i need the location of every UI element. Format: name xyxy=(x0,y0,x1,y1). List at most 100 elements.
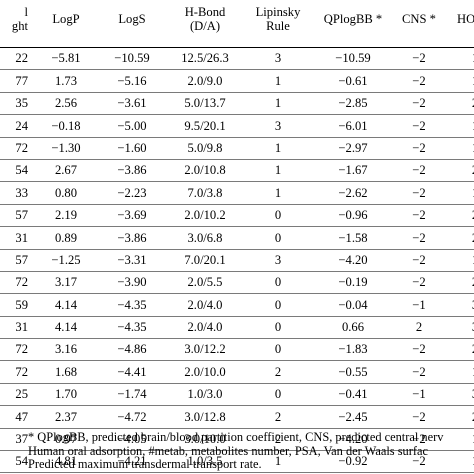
table-row: 310.89−3.863.0/6.80−1.58−224 xyxy=(0,226,474,250)
cell-weight: 25 xyxy=(0,383,34,407)
table-row: 544.81−4.211.0/3.51−0.92−214 xyxy=(0,450,474,474)
cell-logp: 5.86 xyxy=(34,472,98,474)
cell-cns: −1 xyxy=(394,472,444,474)
cell-cns: −2 xyxy=(394,405,444,429)
cell-logs: −3.86 xyxy=(98,226,166,250)
cell-lipinsky: 1 xyxy=(244,450,312,474)
cell-logs: −1.60 xyxy=(98,137,166,160)
cell-hbond: 2.0/4.3 xyxy=(166,472,244,474)
cell-hoa: 2 xyxy=(444,159,474,183)
cell-qplogbb: −1.67 xyxy=(312,159,394,183)
cell-qplogbb: −0.41 xyxy=(312,383,394,407)
cell-lipinsky: 0 xyxy=(244,293,312,317)
cell-cns: −1 xyxy=(394,383,444,407)
table-row: 370.97−4.053.0/10.02−4.20−216 xyxy=(0,428,474,452)
cell-hbond: 5.0/9.8 xyxy=(166,137,244,160)
table-row: 57−1.25−3.317.0/20.13−4.20−2111 xyxy=(0,249,474,272)
cell-lipinsky: 3 xyxy=(244,47,312,71)
cell-hoa: 1 xyxy=(444,69,474,93)
cell-hoa: 1 xyxy=(444,450,474,474)
cell-qplogbb: −10.59 xyxy=(312,47,394,71)
cell-lipinsky: 1 xyxy=(244,472,312,474)
footnote-line: Predicted maximum transdermal transport … xyxy=(28,457,262,472)
cell-cns: −1 xyxy=(394,293,444,317)
cell-logp: 4.14 xyxy=(34,293,98,317)
cell-qplogbb: −0.92 xyxy=(312,450,394,474)
cell-hoa: 2 xyxy=(444,92,474,116)
cell-lipinsky: 1 xyxy=(244,137,312,160)
col-header-logp: LogP xyxy=(34,0,98,48)
cell-cns: −2 xyxy=(394,249,444,272)
cell-logs: −3.31 xyxy=(98,249,166,272)
cell-weight: 57 xyxy=(0,249,34,272)
cell-weight: 72 xyxy=(0,271,34,295)
cell-cns: −2 xyxy=(394,204,444,228)
cell-hbond: 2.0/10.8 xyxy=(166,159,244,183)
table-row: 472.37−4.723.0/12.82−2.45−228 xyxy=(0,405,474,429)
cell-hoa: 1 xyxy=(444,249,474,272)
col-header-logs: LogS xyxy=(98,0,166,48)
cell-logp: 2.56 xyxy=(34,92,98,116)
cell-weight: 72 xyxy=(0,137,34,160)
cell-cns: −2 xyxy=(394,137,444,160)
cell-logs: −5.00 xyxy=(98,114,166,138)
cell-hbond: 2.0/5.5 xyxy=(166,271,244,295)
cell-weight: 54 xyxy=(0,159,34,183)
cell-cns: −2 xyxy=(394,92,444,116)
cell-qplogbb: −2.62 xyxy=(312,181,394,205)
cell-lipinsky: 1 xyxy=(244,159,312,183)
cell-weight: 31 xyxy=(0,226,34,250)
cell-logs: −4.72 xyxy=(98,405,166,429)
cell-logs: −4.41 xyxy=(98,360,166,384)
cell-weight: 47 xyxy=(0,405,34,429)
cell-weight: 72 xyxy=(0,360,34,384)
cell-hoa: 2 xyxy=(444,204,474,228)
cell-logp: 3.16 xyxy=(34,338,98,362)
cell-logs: −5.16 xyxy=(98,69,166,93)
cell-hbond: 2.0/4.0 xyxy=(166,316,244,340)
cell-lipinsky: 2 xyxy=(244,360,312,384)
cell-qplogbb: 0.66 xyxy=(312,316,394,340)
cell-logs: −10.59 xyxy=(98,47,166,71)
cell-logs: −3.90 xyxy=(98,271,166,295)
table-row: 771.73−5.162.0/9.01−0.61−212 xyxy=(0,69,474,93)
cell-weight: 37 xyxy=(0,428,34,452)
col-header-weight: l ght xyxy=(0,0,34,48)
cell-hbond: 2.0/9.0 xyxy=(166,69,244,93)
cell-hoa: 3 xyxy=(444,293,474,317)
table-row: 515.86−6.682.0/4.31−0.69−112 xyxy=(0,472,474,474)
cell-qplogbb: −0.69 xyxy=(312,472,394,474)
cell-hbond: 7.0/3.8 xyxy=(166,181,244,205)
cell-hoa: 1 xyxy=(444,181,474,205)
cell-cns: −2 xyxy=(394,114,444,138)
cell-cns: −2 xyxy=(394,47,444,71)
table-row: 72−1.30−1.605.0/9.81−2.97−212 xyxy=(0,137,474,160)
cell-hbond: 1.0/3.0 xyxy=(166,383,244,407)
cell-logp: 4.14 xyxy=(34,316,98,340)
cell-weight: 77 xyxy=(0,69,34,93)
table-row: 572.19−3.692.0/10.20−0.96−221 xyxy=(0,204,474,228)
cell-logp: −0.18 xyxy=(34,114,98,138)
table-row: 24−0.18−5.009.5/20.13−6.01−2117 xyxy=(0,114,474,138)
cell-logs: −3.61 xyxy=(98,92,166,116)
cell-qplogbb: −0.55 xyxy=(312,360,394,384)
col-header-lipinsky: Lipinsky Rule xyxy=(244,0,312,48)
cell-logp: 0.89 xyxy=(34,226,98,250)
footnote-line: * QPlogBB, predicted brain/blood partiti… xyxy=(28,430,444,444)
cell-lipinsky: 2 xyxy=(244,405,312,429)
cell-cns: −2 xyxy=(394,428,444,452)
cell-lipinsky: 3 xyxy=(244,249,312,272)
cell-weight: 72 xyxy=(0,338,34,362)
cell-weight: 24 xyxy=(0,114,34,138)
cell-qplogbb: −0.61 xyxy=(312,69,394,93)
table-row: 723.16−4.863.0/12.20−1.83−226 xyxy=(0,338,474,362)
cell-lipinsky: 0 xyxy=(244,271,312,295)
table-row: 723.17−3.902.0/5.50−0.19−225 xyxy=(0,271,474,295)
cell-hbond: 9.5/20.1 xyxy=(166,114,244,138)
cell-qplogbb: −2.97 xyxy=(312,137,394,160)
cell-hoa: 1 xyxy=(444,137,474,160)
cell-lipinsky: 1 xyxy=(244,69,312,93)
col-header-hbond: H-Bond (D/A) xyxy=(166,0,244,48)
